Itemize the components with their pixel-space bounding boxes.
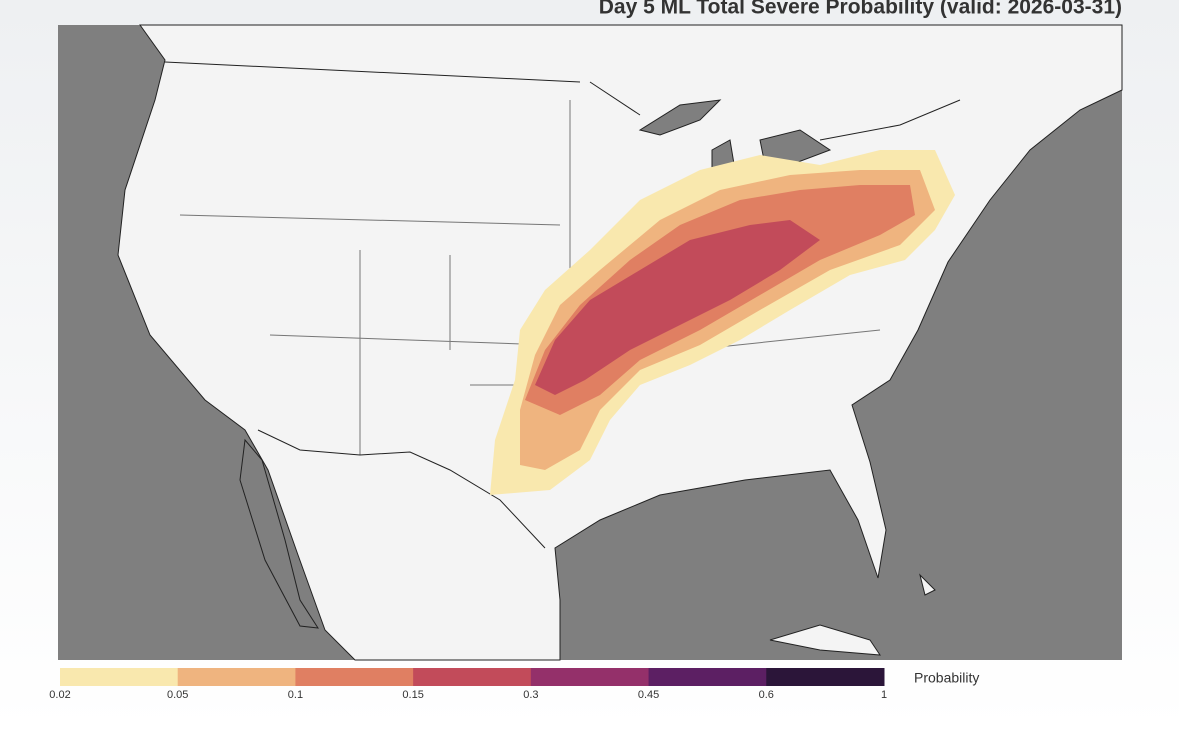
colorbar-segment — [530, 668, 650, 686]
colorbar-tick-label: 0.3 — [523, 689, 538, 701]
colorbar-tick-label: 0.6 — [759, 689, 774, 701]
colorbar-segment — [413, 668, 532, 686]
islands — [769, 573, 936, 656]
colorbar: 0.02 0.05 0.1 0.15 0.3 0.45 0.6 1 — [49, 668, 887, 701]
gulf-of-california — [239, 438, 319, 629]
colorbar-segment — [60, 668, 179, 686]
map — [58, 24, 1123, 661]
borders — [164, 61, 961, 549]
map-title: Day 5 ML Total Severe Probability (valid… — [599, 0, 1122, 19]
colorbar-tick-label: 1 — [881, 689, 887, 701]
colorbar-label: Probability — [914, 670, 979, 686]
colorbar-tick-label: 0.05 — [167, 689, 188, 701]
colorbar-segment — [648, 668, 767, 686]
colorbar-tick-label: 0.15 — [402, 689, 423, 701]
colorbar-tick-label: 0.02 — [49, 689, 70, 701]
colorbar-segment — [177, 668, 296, 686]
prob-contour — [535, 220, 820, 395]
colorbar-segment — [766, 668, 885, 686]
colorbar-tick-label: 0.1 — [288, 689, 303, 701]
colorbar-segment — [295, 668, 414, 686]
colorbar-tick-label: 0.45 — [638, 689, 659, 701]
